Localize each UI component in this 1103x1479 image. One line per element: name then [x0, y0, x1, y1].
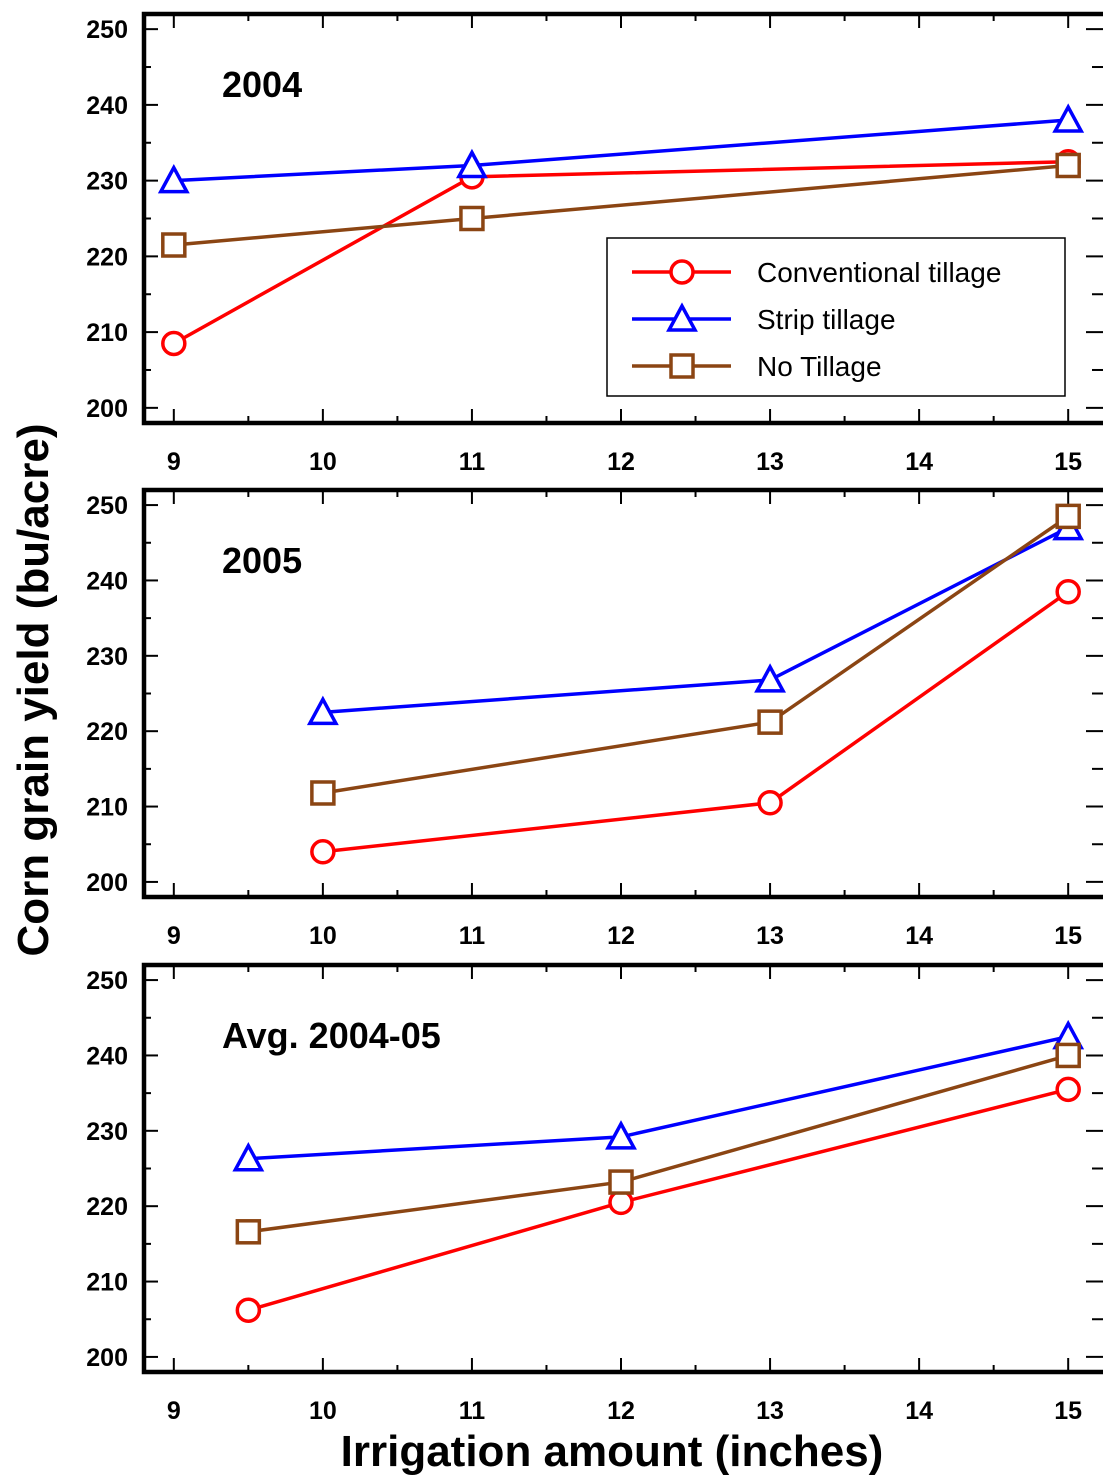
data-point [1055, 152, 1081, 179]
data-point [232, 1142, 265, 1172]
x-tick-label: 13 [756, 448, 784, 476]
x-tick-label: 9 [167, 922, 181, 950]
data-point [608, 1169, 634, 1195]
data-point [757, 709, 783, 735]
x-tick-label: 12 [607, 922, 635, 950]
y-tick-label: 200 [86, 1344, 128, 1372]
x-tick-label: 12 [607, 1397, 635, 1425]
panel-1: 200 210 220 230 240 250 9 10 11 12 13 14 15 2004 Conve… [86, 11, 1103, 476]
y-tick-label: 220 [86, 243, 128, 271]
x-tick-label: 14 [905, 1397, 933, 1425]
x-tick-label: 15 [1054, 922, 1082, 950]
x-tick-label: 10 [309, 448, 337, 476]
x-tick-label: 9 [167, 448, 181, 476]
y-tick-label: 210 [86, 794, 128, 822]
x-tick-label: 11 [459, 922, 486, 950]
y-tick-label: 200 [86, 395, 128, 423]
data-point [605, 1120, 637, 1150]
x-tick-label: 10 [309, 1397, 337, 1425]
x-tick-label: 11 [459, 448, 486, 476]
series-line [322, 514, 1070, 795]
panel-3: 200 210 220 230 240 250 9 10 11 12 13 14 15 Avg. 2004… [86, 962, 1103, 1425]
panel-title: 2004 [222, 64, 302, 105]
data-point [1055, 503, 1081, 530]
data-point [161, 232, 187, 258]
y-tick-label: 210 [86, 1269, 128, 1297]
y-tick-label: 220 [86, 1193, 128, 1221]
y-tick-label: 200 [86, 869, 128, 897]
series-line [322, 590, 1070, 854]
data-point [157, 163, 190, 194]
series-line [248, 1053, 1069, 1234]
x-tick-label: 11 [459, 1397, 486, 1425]
legend-marker [669, 353, 695, 379]
y-tick-label: 230 [86, 168, 128, 196]
series-line [322, 526, 1069, 715]
y-tick-label: 210 [86, 319, 128, 347]
data-point [1052, 103, 1085, 133]
y-tick-label: 240 [86, 567, 128, 595]
y-tick-label: 230 [86, 643, 128, 671]
panel-2: 200 210 220 230 240 250 9 10 11 12 13 14 15 2005 [86, 487, 1103, 950]
y-tick-label: 240 [86, 1042, 128, 1070]
data-point [306, 695, 339, 726]
panel-title: 2005 [222, 540, 302, 581]
y-tick-label: 220 [86, 718, 128, 746]
x-tick-label: 14 [905, 448, 933, 476]
data-point [310, 839, 336, 865]
y-axis-label: Corn grain yield (bu/acre) [9, 424, 58, 957]
y-tick-label: 230 [86, 1118, 128, 1146]
x-tick-label: 15 [1054, 1397, 1082, 1425]
x-tick-label: 15 [1054, 448, 1082, 476]
legend-label: Strip tillage [757, 304, 896, 335]
series-line [173, 163, 1069, 247]
y-tick-label: 250 [86, 16, 128, 44]
data-point [1055, 1042, 1081, 1069]
y-tick-label: 240 [86, 92, 128, 120]
panel-title: Avg. 2004-05 [222, 1015, 441, 1056]
data-point [161, 330, 187, 357]
x-tick-label: 12 [607, 448, 635, 476]
x-axis-label: Irrigation amount (inches) [341, 1427, 884, 1476]
legend: Conventional tillage Strip tillage No Till… [606, 237, 1066, 397]
data-point [757, 790, 783, 816]
data-point [1055, 1076, 1081, 1103]
panels: 200 210 220 230 240 250 9 10 11 12 13 14 15 2004 Conve… [86, 11, 1103, 1425]
x-tick-label: 13 [756, 1397, 784, 1425]
x-tick-label: 9 [167, 1397, 181, 1425]
data-point [455, 148, 488, 179]
x-tick-label: 14 [905, 922, 933, 950]
data-point [754, 663, 787, 693]
y-tick-label: 250 [86, 492, 128, 520]
x-tick-label: 13 [756, 922, 784, 950]
legend-marker [666, 302, 698, 332]
legend-label: Conventional tillage [757, 257, 1001, 288]
legend-marker [669, 259, 695, 285]
data-point [459, 205, 485, 232]
x-tick-label: 10 [309, 922, 337, 950]
series-line [247, 1087, 1069, 1312]
data-point [1055, 579, 1081, 605]
data-point [235, 1297, 262, 1323]
data-point [310, 780, 336, 806]
legend-label: No Tillage [757, 351, 882, 382]
y-tick-label: 250 [86, 967, 128, 995]
data-point [235, 1219, 262, 1245]
